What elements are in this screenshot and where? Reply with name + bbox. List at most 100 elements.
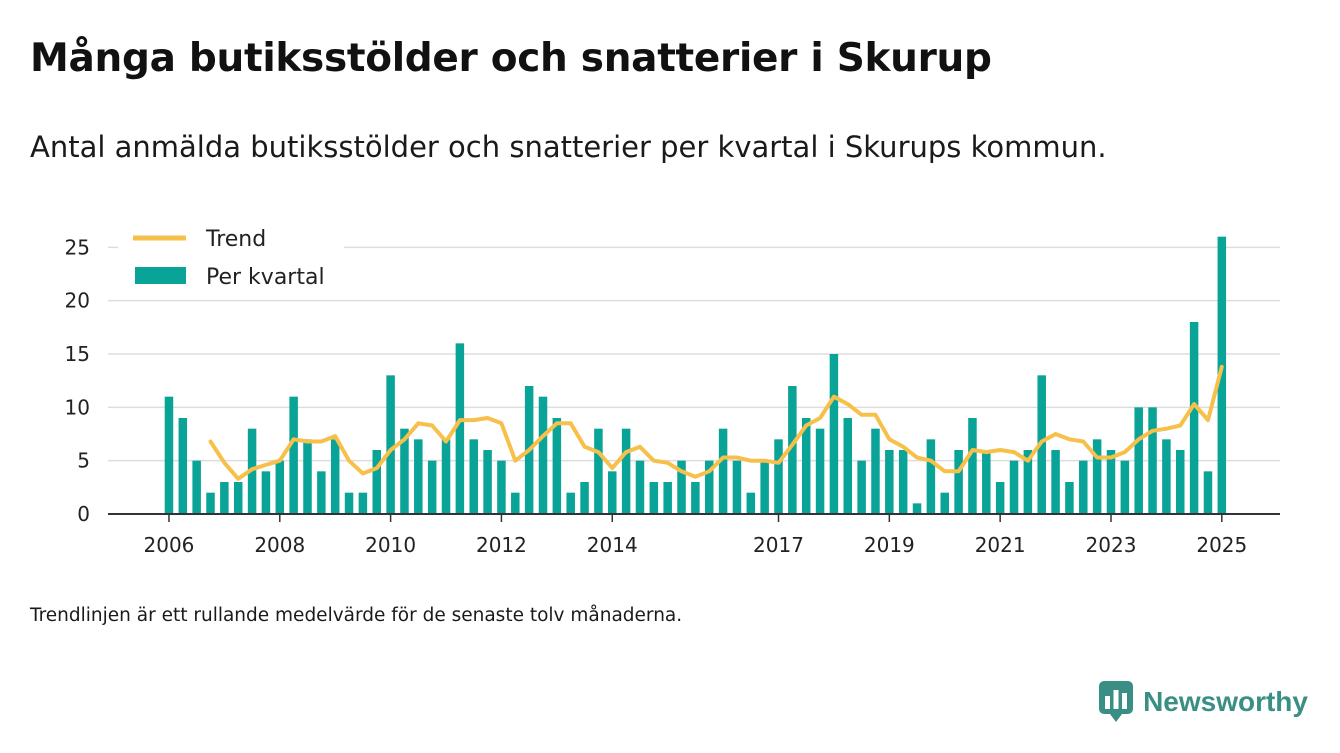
bar — [801, 418, 811, 514]
bar — [691, 482, 700, 514]
bar — [400, 428, 409, 514]
bar — [663, 482, 672, 514]
bar — [774, 439, 783, 514]
bar — [427, 460, 437, 514]
x-tick-label: 2008 — [254, 533, 305, 557]
bar — [621, 428, 631, 514]
bar — [303, 439, 312, 514]
bar — [982, 450, 991, 514]
bar — [289, 396, 298, 514]
bar — [995, 482, 1005, 514]
chart-subtitle: Antal anmälda butiksstölder och snatteri… — [30, 130, 1107, 164]
brand-logo: Newsworthy — [1099, 680, 1308, 724]
bar — [164, 396, 174, 514]
bar — [885, 450, 894, 514]
bar — [1079, 460, 1088, 514]
bar — [386, 375, 395, 514]
x-tick-label: 2006 — [144, 533, 195, 557]
bar — [483, 450, 492, 514]
bar — [677, 460, 686, 514]
x-tick-label: 2019 — [864, 533, 915, 557]
y-tick-label: 20 — [65, 289, 90, 313]
bar — [1162, 439, 1171, 514]
bar — [926, 439, 936, 514]
bar — [857, 460, 866, 514]
x-tick-label: 2023 — [1086, 533, 1137, 557]
bar — [843, 418, 853, 514]
bar — [1092, 439, 1102, 514]
bar — [608, 471, 617, 514]
bar — [1176, 450, 1185, 514]
bar — [414, 439, 423, 514]
bar — [704, 460, 714, 514]
bar — [940, 492, 949, 514]
bar — [1148, 407, 1157, 514]
footnote: Trendlinjen är ett rullande medelvärde f… — [30, 605, 683, 626]
bar — [580, 482, 589, 514]
bar — [192, 460, 201, 514]
bar — [788, 386, 797, 514]
bar — [871, 428, 880, 514]
bar — [344, 492, 354, 514]
bar — [829, 354, 839, 514]
bar — [1051, 450, 1060, 514]
bar — [178, 418, 188, 514]
bar — [1023, 450, 1033, 514]
bar — [1203, 471, 1213, 514]
y-axis-ticks: 0 5 10 15 20 25 — [65, 235, 90, 526]
bar — [635, 460, 645, 514]
bar — [912, 503, 922, 514]
chart-title: Många butiksstölder och snatterier i Sku… — [30, 36, 992, 81]
bar — [275, 460, 285, 514]
bar — [649, 482, 659, 514]
bar — [233, 482, 243, 514]
x-tick-label: 2021 — [975, 533, 1026, 557]
brand-name: Newsworthy — [1143, 686, 1308, 717]
bar — [441, 439, 451, 514]
bar — [220, 482, 229, 514]
trend-series — [208, 364, 1224, 481]
bar — [760, 460, 769, 514]
bar — [732, 460, 742, 514]
bar — [968, 418, 977, 514]
bar — [497, 460, 506, 514]
y-tick-label: 15 — [65, 342, 90, 366]
y-tick-label: 0 — [77, 502, 90, 526]
bar — [538, 396, 548, 514]
legend-bar-label: Per kvartal — [206, 265, 325, 290]
bar — [718, 428, 728, 514]
bar — [566, 492, 575, 514]
bar-series — [164, 236, 1227, 514]
bar — [206, 492, 215, 514]
legend-background — [118, 220, 344, 298]
bar — [511, 492, 520, 514]
bar — [330, 439, 340, 514]
legend-trend-label: Trend — [205, 227, 266, 252]
x-tick-label: 2014 — [587, 533, 638, 557]
x-axis-ticks: 2006 2008 2010 2012 2014 2017 2019 2021 2023 2025 — [144, 514, 1247, 557]
newsworthy-logo-icon — [1099, 681, 1134, 722]
bar — [358, 492, 368, 514]
bar — [1106, 450, 1116, 514]
trend-line — [208, 364, 1224, 481]
legend-bar-swatch — [135, 267, 186, 284]
x-tick-label: 2025 — [1196, 533, 1247, 557]
x-tick-label: 2010 — [365, 533, 416, 557]
bar — [898, 450, 908, 514]
bar — [455, 343, 465, 514]
bar — [1009, 460, 1019, 514]
bar — [469, 439, 478, 514]
y-tick-label: 5 — [77, 449, 90, 473]
bar — [815, 428, 825, 514]
y-tick-label: 25 — [65, 235, 90, 259]
legend: Trend Per kvartal — [118, 220, 344, 298]
bar — [1189, 322, 1199, 514]
bar — [1217, 236, 1227, 514]
x-tick-label: 2017 — [753, 533, 804, 557]
bar — [746, 492, 756, 514]
x-tick-label: 2012 — [476, 533, 527, 557]
bar — [372, 450, 382, 514]
bar — [1134, 407, 1143, 514]
bar — [1065, 482, 1074, 514]
bar — [594, 428, 603, 514]
